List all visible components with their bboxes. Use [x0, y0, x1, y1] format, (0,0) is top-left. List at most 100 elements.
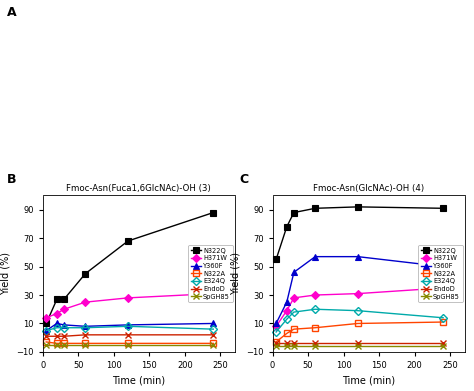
EndoD: [355, 341, 361, 346]
N322A: [54, 341, 60, 346]
N322Q: [440, 206, 446, 211]
Line: Y360F: Y360F: [43, 320, 217, 334]
Line: Y360F: Y360F: [273, 253, 447, 327]
Line: E324Q: E324Q: [44, 323, 216, 334]
N322Q: [61, 297, 67, 301]
H371W: [61, 307, 67, 312]
Line: E324Q: E324Q: [273, 307, 446, 335]
EndoD: [82, 332, 88, 337]
SpGH85: [125, 343, 131, 347]
N322A: [312, 325, 318, 330]
Y360F: [54, 321, 60, 326]
H371W: [54, 311, 60, 316]
Y360F: [61, 323, 67, 327]
Line: SpGH85: SpGH85: [273, 343, 447, 350]
X-axis label: Time (min): Time (min): [342, 375, 395, 386]
Line: H371W: H371W: [44, 291, 216, 321]
Y-axis label: Yield (%): Yield (%): [230, 252, 240, 295]
H371W: [284, 308, 290, 313]
SpGH85: [61, 343, 67, 347]
EndoD: [291, 341, 297, 346]
Y-axis label: Yield (%): Yield (%): [0, 252, 10, 295]
E324Q: [54, 325, 60, 330]
Line: SpGH85: SpGH85: [43, 341, 217, 348]
SpGH85: [43, 343, 49, 347]
SpGH85: [291, 344, 297, 348]
N322A: [440, 320, 446, 325]
Text: B: B: [7, 173, 17, 186]
Title: Fmoc-Asn(GlcNAc)-OH (4): Fmoc-Asn(GlcNAc)-OH (4): [313, 184, 424, 193]
N322A: [284, 331, 290, 336]
EndoD: [54, 334, 60, 339]
Line: N322A: N322A: [273, 319, 447, 345]
Y360F: [125, 323, 131, 327]
EndoD: [125, 332, 131, 337]
X-axis label: Time (min): Time (min): [112, 375, 165, 386]
EndoD: [284, 341, 290, 346]
H371W: [312, 293, 318, 298]
N322A: [210, 341, 216, 346]
Y360F: [210, 321, 216, 326]
E324Q: [43, 328, 49, 333]
Y360F: [312, 254, 318, 259]
SpGH85: [355, 344, 361, 348]
SpGH85: [284, 344, 290, 348]
E324Q: [273, 330, 279, 334]
N322Q: [291, 210, 297, 215]
E324Q: [61, 325, 67, 330]
Title: Fmoc-Asn(Fuca1,6GlcNAc)-OH (3): Fmoc-Asn(Fuca1,6GlcNAc)-OH (3): [66, 184, 211, 193]
H371W: [440, 285, 446, 290]
SpGH85: [312, 344, 318, 348]
EndoD: [61, 334, 67, 339]
Line: N322Q: N322Q: [43, 209, 217, 327]
Line: H371W: H371W: [273, 285, 446, 329]
Y360F: [440, 264, 446, 269]
N322Q: [284, 224, 290, 229]
Line: EndoD: EndoD: [43, 331, 217, 340]
Legend: N322Q, H371W, Y360F, N322A, E324Q, EndoD, SpGH85: N322Q, H371W, Y360F, N322A, E324Q, EndoD…: [189, 245, 233, 302]
SpGH85: [273, 344, 279, 348]
SpGH85: [440, 344, 446, 348]
SpGH85: [54, 343, 60, 347]
H371W: [82, 300, 88, 305]
N322A: [355, 321, 361, 326]
Y360F: [82, 324, 88, 329]
H371W: [291, 296, 297, 300]
Text: A: A: [7, 6, 17, 19]
E324Q: [284, 317, 290, 321]
SpGH85: [210, 343, 216, 347]
H371W: [355, 291, 361, 296]
N322Q: [125, 239, 131, 243]
N322Q: [312, 206, 318, 211]
EndoD: [43, 334, 49, 339]
Y360F: [291, 270, 297, 274]
SpGH85: [82, 343, 88, 347]
H371W: [210, 291, 216, 296]
Y360F: [43, 328, 49, 333]
E324Q: [312, 307, 318, 312]
N322A: [273, 340, 279, 344]
E324Q: [210, 327, 216, 332]
Y360F: [355, 254, 361, 259]
Text: C: C: [239, 173, 248, 186]
N322Q: [355, 204, 361, 209]
N322A: [125, 341, 131, 346]
Y360F: [284, 300, 290, 305]
N322A: [43, 340, 49, 344]
EndoD: [273, 341, 279, 346]
N322Q: [210, 210, 216, 215]
E324Q: [291, 310, 297, 314]
N322Q: [273, 257, 279, 262]
Y360F: [273, 321, 279, 326]
N322A: [291, 327, 297, 332]
E324Q: [125, 324, 131, 329]
N322A: [61, 341, 67, 346]
N322Q: [43, 321, 49, 326]
E324Q: [82, 325, 88, 330]
Line: N322A: N322A: [43, 339, 217, 347]
N322Q: [82, 271, 88, 276]
E324Q: [440, 316, 446, 320]
H371W: [43, 316, 49, 320]
E324Q: [355, 308, 361, 313]
Legend: N322Q, H371W, Y360F, N322A, E324Q, EndoD, SpGH85: N322Q, H371W, Y360F, N322A, E324Q, EndoD…: [419, 245, 463, 302]
